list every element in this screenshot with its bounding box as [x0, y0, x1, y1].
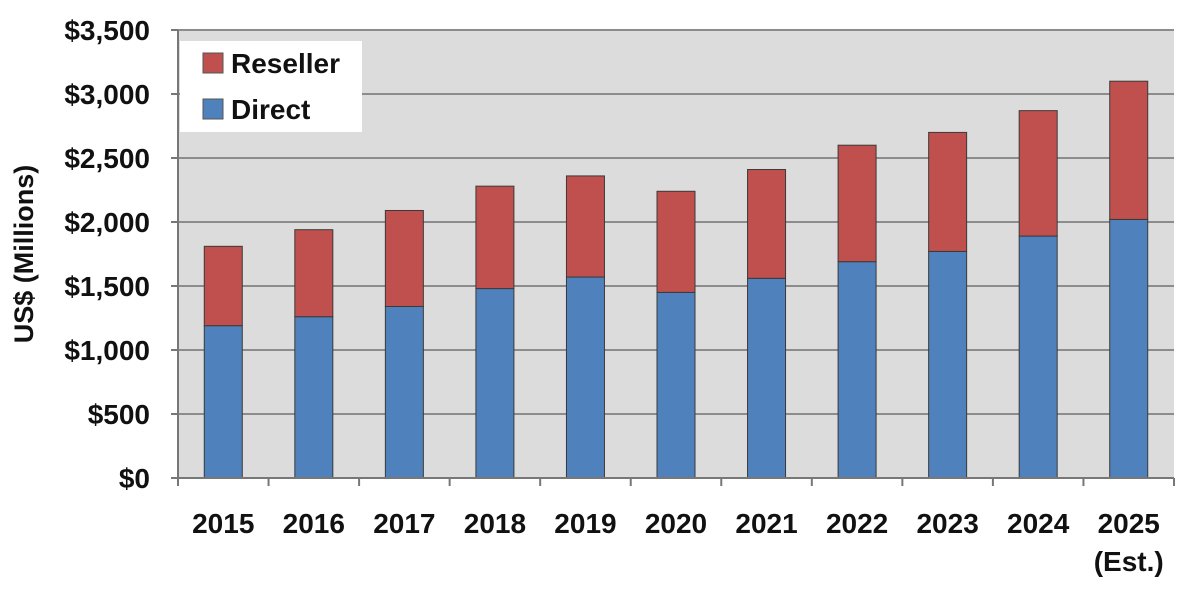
bar-direct-2021	[747, 277, 787, 479]
y-tick-label: $0	[119, 463, 150, 494]
bar-reseller-2025	[1109, 80, 1149, 220]
bar-reseller-2024	[1018, 110, 1058, 237]
x-tick-sublabel: (Est.)	[1094, 546, 1164, 577]
bar-direct-2022	[837, 261, 877, 479]
y-tick-label: $1,000	[64, 335, 150, 366]
y-axis-tick-labels: $0 $500 $1,000 $1,500 $2,000 $2,500 $3,000 $3,5…	[64, 15, 150, 494]
bar-direct-2017	[384, 305, 424, 479]
bar-reseller-2022	[837, 144, 877, 263]
x-tick-label: 2016	[283, 508, 345, 539]
x-tick-label: 2021	[735, 508, 797, 539]
bar-direct-2023	[928, 250, 968, 479]
x-tick-label: 2024	[1007, 508, 1070, 539]
x-tick-label: 2018	[464, 508, 526, 539]
y-axis-label: US$ (Millions)	[9, 165, 39, 344]
y-tick-label: $500	[88, 399, 150, 430]
x-tick-label: 2022	[826, 508, 888, 539]
legend-label-direct: Direct	[231, 94, 310, 125]
bar-direct-2018	[475, 288, 515, 479]
bar-reseller-2015	[203, 245, 243, 327]
x-tick-label: 2017	[373, 508, 435, 539]
y-tick-label: $3,000	[64, 79, 150, 110]
x-axis-tick-labels: 2015 2016 2017 2018 2019 2020 2021 2022 2023 2024…	[192, 508, 1164, 577]
bar-reseller-2016	[294, 229, 334, 318]
legend-label-reseller: Reseller	[231, 48, 340, 79]
bar-reseller-2021	[747, 169, 787, 279]
bar-direct-2025	[1109, 218, 1149, 479]
legend-swatch-direct	[202, 98, 224, 120]
x-tick-label: 2025	[1098, 508, 1160, 539]
x-tick-label: 2023	[916, 508, 978, 539]
bar-direct-2024	[1018, 235, 1058, 479]
bar-reseller-2018	[475, 185, 515, 290]
x-tick-label: 2015	[192, 508, 254, 539]
bar-reseller-2017	[384, 209, 424, 307]
x-tick-label: 2019	[554, 508, 616, 539]
bar-direct-2016	[294, 316, 334, 479]
legend-swatch-reseller	[202, 52, 224, 74]
axes	[171, 29, 1175, 486]
y-tick-label: $1,500	[64, 271, 150, 302]
y-tick-label: $2,500	[64, 143, 150, 174]
x-tick-label: 2020	[645, 508, 707, 539]
y-tick-label: $3,500	[64, 15, 150, 46]
legend: Reseller Direct	[180, 41, 362, 132]
bar-reseller-2020	[656, 190, 696, 293]
y-tick-label: $2,000	[64, 207, 150, 238]
bar-direct-2020	[656, 291, 696, 479]
bar-reseller-2023	[928, 131, 968, 252]
bar-direct-2015	[203, 325, 243, 479]
bar-direct-2019	[565, 276, 605, 479]
bar-reseller-2019	[565, 175, 605, 278]
